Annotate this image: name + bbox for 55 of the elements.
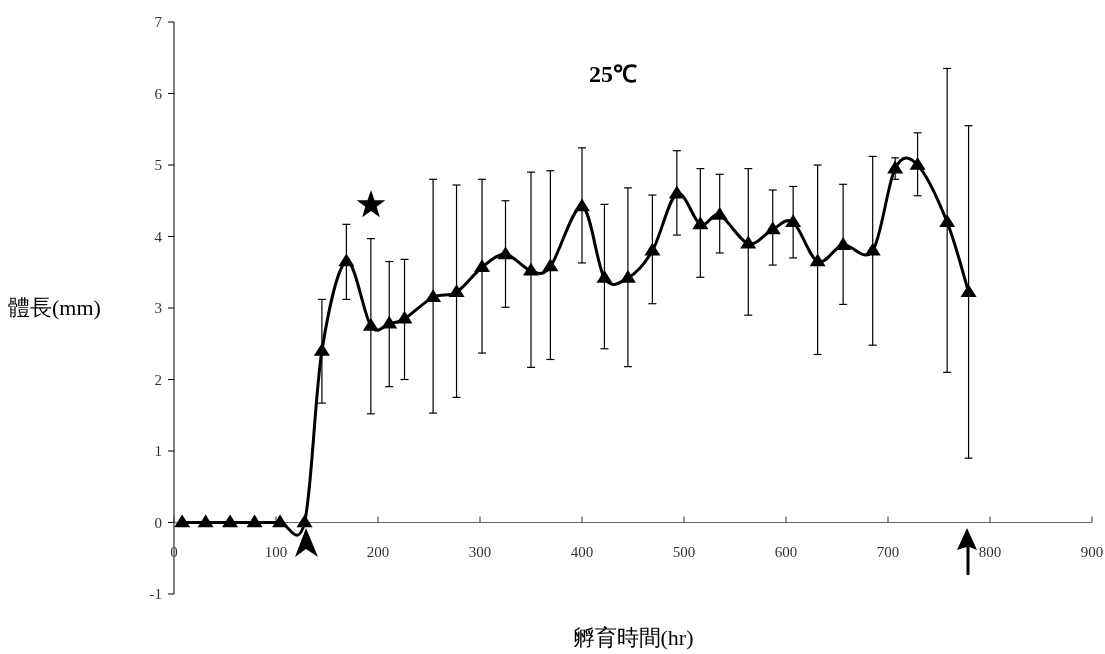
point — [764, 221, 781, 235]
x-tick-label: 100 — [264, 543, 288, 560]
text: 25℃ — [589, 61, 637, 87]
point — [381, 315, 398, 329]
x-axis-title: 孵育時間(hr) — [572, 625, 694, 650]
y-tick-label: 4 — [154, 228, 163, 245]
point — [619, 269, 636, 283]
point — [448, 284, 465, 298]
point — [887, 160, 904, 174]
point — [909, 157, 926, 170]
point — [296, 514, 313, 528]
x-tick-label: 500 — [672, 543, 696, 560]
y-tick-label: 2 — [154, 371, 162, 388]
point — [668, 185, 685, 199]
point — [785, 214, 802, 227]
point — [574, 198, 590, 212]
x-tick-label: 800 — [978, 543, 1002, 560]
point — [197, 514, 214, 528]
x-tick-label: 200 — [366, 543, 390, 560]
point — [939, 214, 956, 227]
point — [497, 246, 514, 260]
x-tick-label: 600 — [774, 543, 798, 560]
x-tick-label: 400 — [570, 543, 594, 560]
point — [864, 242, 881, 256]
y-tick-label: 1 — [154, 443, 162, 459]
y-tick-label: 7 — [154, 14, 163, 30]
x-tick-label: 300 — [468, 543, 492, 560]
point — [362, 317, 379, 331]
point — [542, 258, 559, 272]
point — [692, 216, 709, 230]
point — [313, 342, 330, 356]
y-axis-title: 體長(mm) — [8, 295, 101, 320]
y-tick-label: 6 — [154, 85, 163, 102]
point — [711, 207, 728, 220]
y-tick-label: 0 — [154, 514, 162, 531]
point — [960, 284, 977, 298]
point — [246, 514, 263, 528]
x-tick-label: 700 — [876, 543, 900, 560]
point — [396, 310, 413, 324]
point — [740, 235, 757, 249]
y-tick-label: 5 — [154, 157, 162, 173]
y-tick-label: 3 — [154, 300, 162, 316]
point — [809, 253, 826, 267]
point — [644, 242, 661, 256]
point — [222, 514, 239, 528]
point — [272, 514, 289, 528]
point — [474, 259, 491, 273]
point — [835, 237, 852, 250]
point — [523, 262, 539, 276]
point — [174, 514, 191, 528]
x-tick-label: 900 — [1080, 543, 1104, 560]
point — [425, 289, 442, 303]
point — [338, 253, 355, 267]
y-tick-label: -1 — [149, 586, 162, 602]
point — [596, 269, 613, 283]
